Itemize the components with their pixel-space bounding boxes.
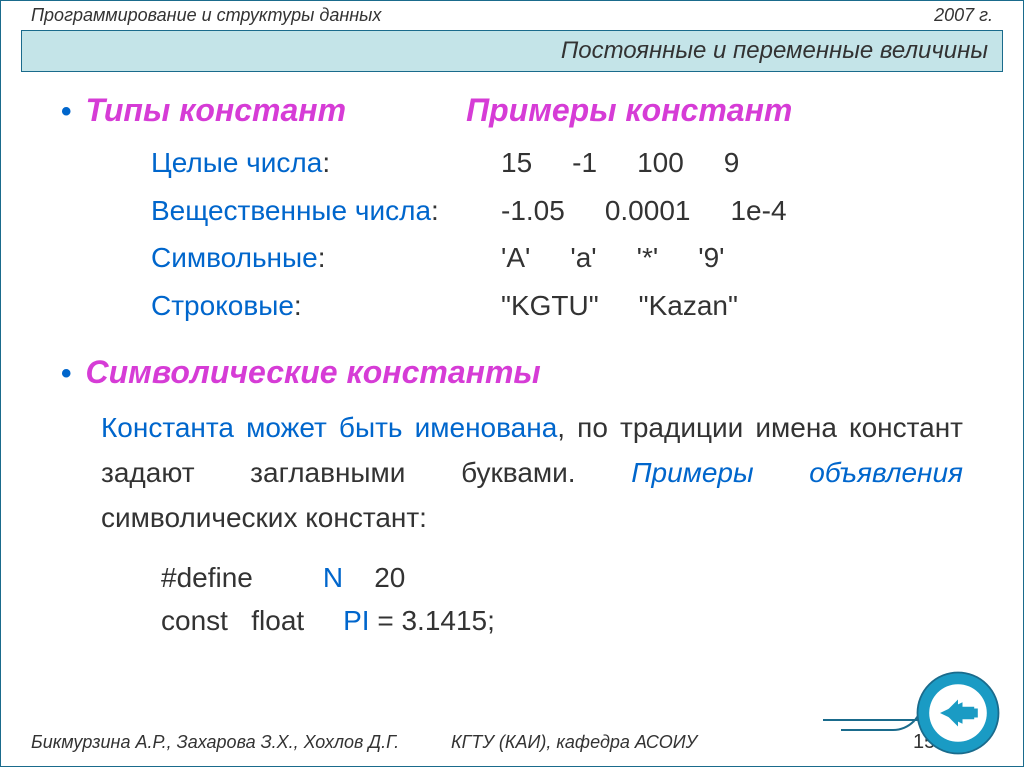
type-values: 'A''a''*''9' [501,234,725,282]
types-table: Целые числа: 15-11009 Вещественные числа… [151,139,963,329]
section2-paragraph: Константа может быть именована, по тради… [101,406,963,540]
type-label: Символьные: [151,234,501,282]
code-line-1: #define N 20 [161,556,963,599]
code-block: #define N 20 const float PI = 3.1415; [161,556,963,643]
type-label: Целые числа: [151,139,501,187]
type-row-int: Целые числа: 15-11009 [151,139,963,187]
type-values: "KGTU""Kazan" [501,282,738,330]
type-label: Строковые: [151,282,501,330]
footer: Бикмурзина А.Р., Захарова З.Х., Хохлов Д… [1,731,1023,754]
logo-icon [913,668,1003,758]
type-row-char: Символьные: 'A''a''*''9' [151,234,963,282]
para-blue: Константа может быть именована [101,412,557,443]
footer-authors: Бикмурзина А.Р., Захарова З.Х., Хохлов Д… [31,732,451,753]
type-row-float: Вещественные числа: -1.050.00011e-4 [151,187,963,235]
type-label: Вещественные числа: [151,187,501,235]
type-values: -1.050.00011e-4 [501,187,787,235]
para-blue-italic: Примеры объявления [631,457,963,488]
bullet-icon: • [61,357,72,391]
section2-heading: Символические константы [86,354,541,391]
type-values: 15-11009 [501,139,739,187]
para-text: символических констант: [101,502,427,533]
heading-types: Типы констант [86,92,347,128]
header-right: 2007 г. [934,5,993,26]
header-left: Программирование и структуры данных [31,5,381,26]
slide-title: Постоянные и переменные величины [561,37,988,64]
section1-heading: Типы констант Примеры констант [86,92,793,129]
section2-heading-row: • Символические константы [61,354,963,391]
code-line-2: const float PI = 3.1415; [161,599,963,642]
top-header: Программирование и структуры данных 2007… [1,1,1023,26]
footer-org: КГТУ (КАИ), кафедра АСОИУ [451,732,913,753]
content: • Типы констант Примеры констант Целые чи… [1,72,1023,643]
bullet-icon: • [61,95,72,129]
slide: Программирование и структуры данных 2007… [0,0,1024,767]
section1-heading-row: • Типы констант Примеры констант [61,92,963,129]
type-row-string: Строковые: "KGTU""Kazan" [151,282,963,330]
heading-examples: Примеры констант [466,92,792,128]
title-bar: Постоянные и переменные величины [21,30,1003,72]
logo-decoration [841,699,923,731]
